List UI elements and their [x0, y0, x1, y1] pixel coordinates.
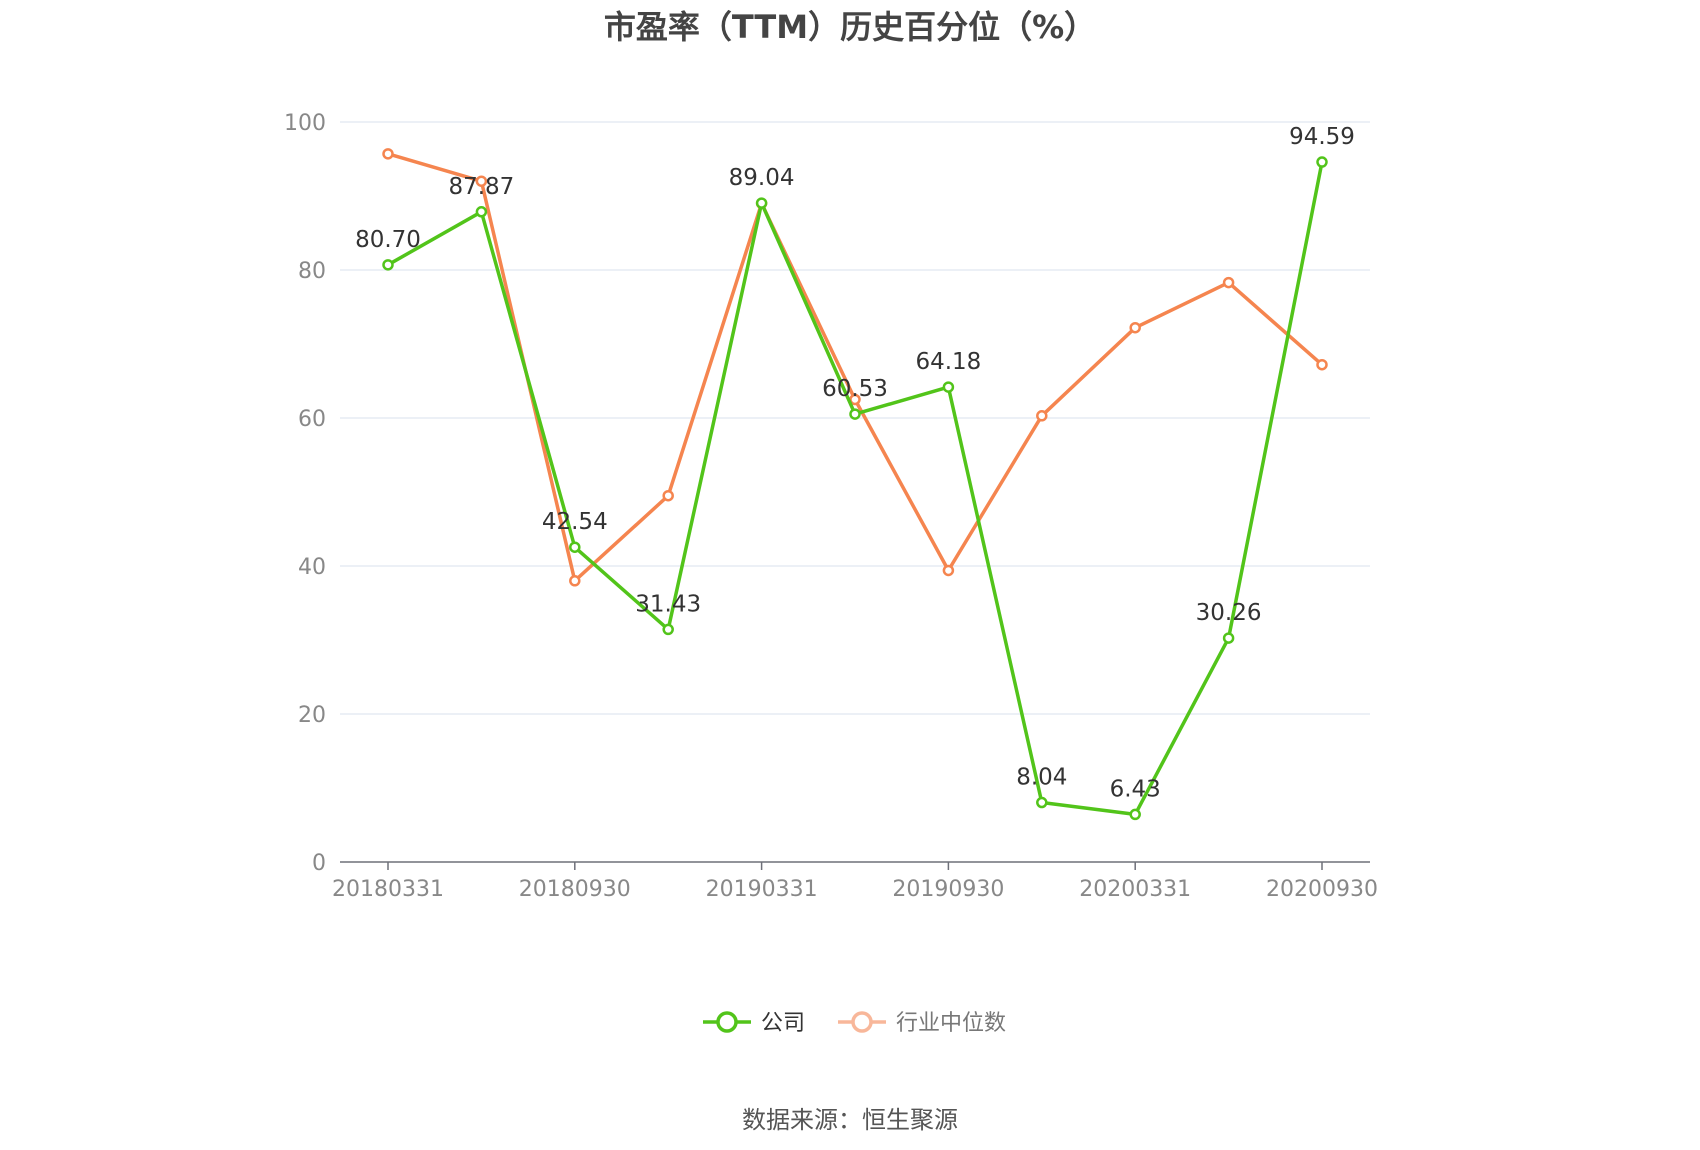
- x-tick-label: 20200331: [1079, 877, 1191, 902]
- data-label: 8.04: [1016, 765, 1067, 791]
- source-note: 数据来源：恒生聚源: [742, 1106, 958, 1134]
- series-line: [387, 161, 1324, 817]
- data-label: 60.53: [822, 376, 888, 402]
- data-point[interactable]: [849, 408, 861, 420]
- data-label: 42.54: [542, 509, 608, 535]
- x-tick-label: 20180930: [519, 877, 631, 902]
- data-point[interactable]: [1316, 358, 1328, 371]
- x-axis: 20180331 20180930 20190331 20190930 20200331…: [332, 861, 1378, 902]
- data-point[interactable]: [1222, 276, 1235, 289]
- data-point[interactable]: [475, 175, 488, 187]
- data-label: 30.26: [1196, 600, 1262, 626]
- data-point[interactable]: [755, 197, 768, 209]
- data-point[interactable]: [1222, 632, 1235, 644]
- x-tick-label: 20190331: [706, 877, 818, 902]
- y-tick-label: 60: [298, 407, 326, 432]
- data-point[interactable]: [382, 148, 394, 160]
- data-point[interactable]: [662, 489, 674, 502]
- data-point[interactable]: [1316, 156, 1328, 168]
- data-point[interactable]: [569, 541, 581, 553]
- data-point[interactable]: [382, 259, 394, 271]
- legend[interactable]: 公司 行业中位数: [703, 1011, 1006, 1036]
- legend-marker-icon: [851, 1011, 873, 1033]
- data-label: 94.59: [1289, 124, 1355, 150]
- data-point[interactable]: [1036, 796, 1048, 809]
- y-axis-ticks: 0 20 40 60 80 100: [284, 111, 326, 876]
- x-tick-label: 20200930: [1266, 877, 1378, 902]
- y-tick-label: 0: [312, 851, 326, 876]
- data-label: 64.18: [915, 349, 981, 375]
- data-point[interactable]: [1129, 808, 1141, 821]
- legend-item-industry-median[interactable]: 行业中位数: [838, 1011, 1006, 1036]
- legend-label: 公司: [761, 1011, 805, 1036]
- data-point[interactable]: [849, 393, 861, 406]
- data-point[interactable]: [1036, 410, 1048, 422]
- data-point[interactable]: [569, 575, 581, 587]
- series-industry-median: [382, 148, 1328, 587]
- data-label: 80.70: [355, 227, 421, 253]
- data-labels: 80.70 87.87 42.54 31.43 89.04 60.53 64.18 8.04 6…: [355, 124, 1355, 802]
- series-line: [387, 152, 1324, 583]
- legend-label: 行业中位数: [896, 1011, 1006, 1036]
- data-point[interactable]: [475, 206, 488, 218]
- data-label: 6.43: [1110, 776, 1161, 802]
- data-point[interactable]: [662, 623, 674, 636]
- legend-marker-icon: [716, 1011, 738, 1033]
- y-tick-label: 100: [284, 111, 326, 136]
- data-label: 31.43: [635, 591, 701, 617]
- data-point[interactable]: [1129, 321, 1141, 334]
- chart-title: 市盈率（TTM）历史百分位（%）: [604, 8, 1096, 46]
- data-label: 87.87: [448, 174, 514, 200]
- y-tick-label: 20: [298, 703, 326, 728]
- data-point[interactable]: [942, 564, 955, 577]
- y-tick-label: 80: [298, 259, 326, 284]
- data-point[interactable]: [942, 381, 955, 393]
- x-tick-label: 20190930: [892, 877, 1004, 902]
- data-label: 89.04: [729, 165, 795, 191]
- x-tick-label: 20180331: [332, 877, 444, 902]
- series-layer: [382, 148, 1328, 821]
- y-tick-label: 40: [298, 555, 326, 580]
- series-company: [382, 156, 1328, 821]
- legend-item-company[interactable]: 公司: [703, 1011, 805, 1036]
